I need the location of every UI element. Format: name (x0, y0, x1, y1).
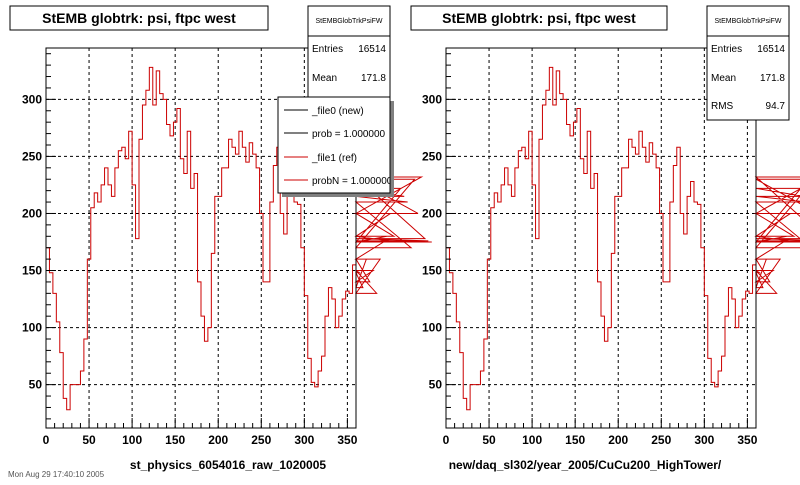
legend-label-file0: _file0 (new) (311, 106, 364, 117)
left-histogram-pad: StEMB globtrk: psi, ftpc west 0 50 100 150 2… (9, 5, 432, 472)
right-stat-rms-value: 94.7 (766, 101, 786, 112)
right-stat-entries-label: Entries (711, 44, 742, 55)
right-histogram-series (445, 66, 800, 428)
left-x-tick-label: 250 (251, 433, 271, 447)
right-y-tick-label: 200 (422, 206, 442, 220)
left-stat-entries-value: 16514 (358, 44, 386, 55)
legend-label-probn: probN = 1.000000 (312, 176, 393, 187)
left-title-box (9, 5, 269, 31)
left-x-tick-label: 100 (122, 433, 142, 447)
right-histogram-pad: StEMB globtrk: psi, ftpc west 0 50 100 150 2… (410, 5, 800, 472)
right-stats-box: StEMBGlobTrkPsiFW Entries 16514 Mean 171… (706, 5, 790, 121)
right-x-tick-label: 50 (482, 433, 496, 447)
left-stat-mean-value: 171.8 (361, 73, 386, 84)
left-y-tick-label: 100 (22, 321, 42, 335)
left-stats-name: StEMBGlobTrkPsiFW (315, 18, 382, 25)
left-y-tick-label: 150 (22, 264, 42, 278)
right-title: StEMB globtrk: psi, ftpc west (442, 10, 636, 26)
left-y-tick-label: 200 (22, 206, 42, 220)
left-x-tick-label: 150 (165, 433, 185, 447)
left-x-tick-label: 50 (82, 433, 96, 447)
legend-label-file1: _file1 (ref) (311, 153, 357, 164)
left-x-tick-label: 300 (294, 433, 314, 447)
right-x-tick-label: 300 (694, 433, 714, 447)
right-stat-entries-value: 16514 (757, 44, 785, 55)
right-stat-mean-label: Mean (711, 73, 736, 84)
left-legend: _file0 (new) prob = 1.000000 _file1 (ref… (277, 96, 394, 197)
left-stat-entries-label: Entries (312, 44, 343, 55)
left-stat-mean-label: Mean (312, 73, 337, 84)
right-x-tick-label: 100 (522, 433, 542, 447)
left-y-tick-label: 50 (29, 378, 43, 392)
right-stat-rms-label: RMS (711, 101, 734, 112)
right-y-tick-label: 150 (422, 264, 442, 278)
right-stats-name: StEMBGlobTrkPsiFW (714, 18, 781, 25)
right-x-tick-label: 200 (608, 433, 628, 447)
left-x-tick-label: 200 (208, 433, 228, 447)
right-y-tick-label: 250 (422, 149, 442, 163)
right-title-box (410, 5, 668, 31)
legend-label-prob: prob = 1.000000 (312, 129, 386, 140)
left-y-tick-label: 300 (22, 92, 42, 106)
left-x-label: st_physics_6054016_raw_1020005 (130, 458, 326, 472)
right-x-tick-label: 150 (565, 433, 585, 447)
right-stat-mean-value: 171.8 (760, 73, 785, 84)
right-y-tick-label: 100 (422, 321, 442, 335)
right-y-tick-label: 50 (429, 378, 443, 392)
left-title: StEMB globtrk: psi, ftpc west (42, 10, 236, 26)
left-y-tick-label: 250 (22, 149, 42, 163)
right-x-tick-label: 0 (443, 433, 450, 447)
right-x-label: new/daq_sl302/year_2005/CuCu200_HighTowe… (449, 458, 722, 472)
right-plot-area: 0 50 100 150 200 250 300 350 50 100 150 200 250 300 (422, 47, 800, 447)
left-stats-box: StEMBGlobTrkPsiFW Entries 16514 Mean 171… (307, 5, 391, 103)
right-x-tick-label: 250 (651, 433, 671, 447)
left-histogram-series (45, 66, 432, 428)
left-x-tick-label: 350 (337, 433, 357, 447)
footer-timestamp: Mon Aug 29 17:40:10 2005 (8, 470, 105, 479)
left-x-tick-label: 0 (43, 433, 50, 447)
right-y-tick-label: 300 (422, 92, 442, 106)
right-x-tick-label: 350 (737, 433, 757, 447)
